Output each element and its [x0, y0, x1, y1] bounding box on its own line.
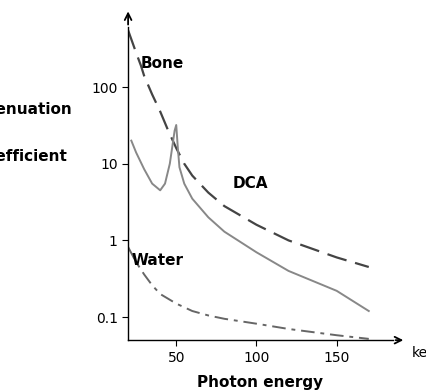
Text: keV: keV [410, 346, 426, 360]
Text: DCA: DCA [232, 176, 267, 191]
Text: Bone: Bone [141, 56, 184, 72]
Text: Attenuation: Attenuation [0, 102, 72, 117]
Text: Water: Water [131, 253, 183, 268]
Text: coefficient: coefficient [0, 149, 66, 164]
Text: Photon energy: Photon energy [197, 375, 323, 389]
